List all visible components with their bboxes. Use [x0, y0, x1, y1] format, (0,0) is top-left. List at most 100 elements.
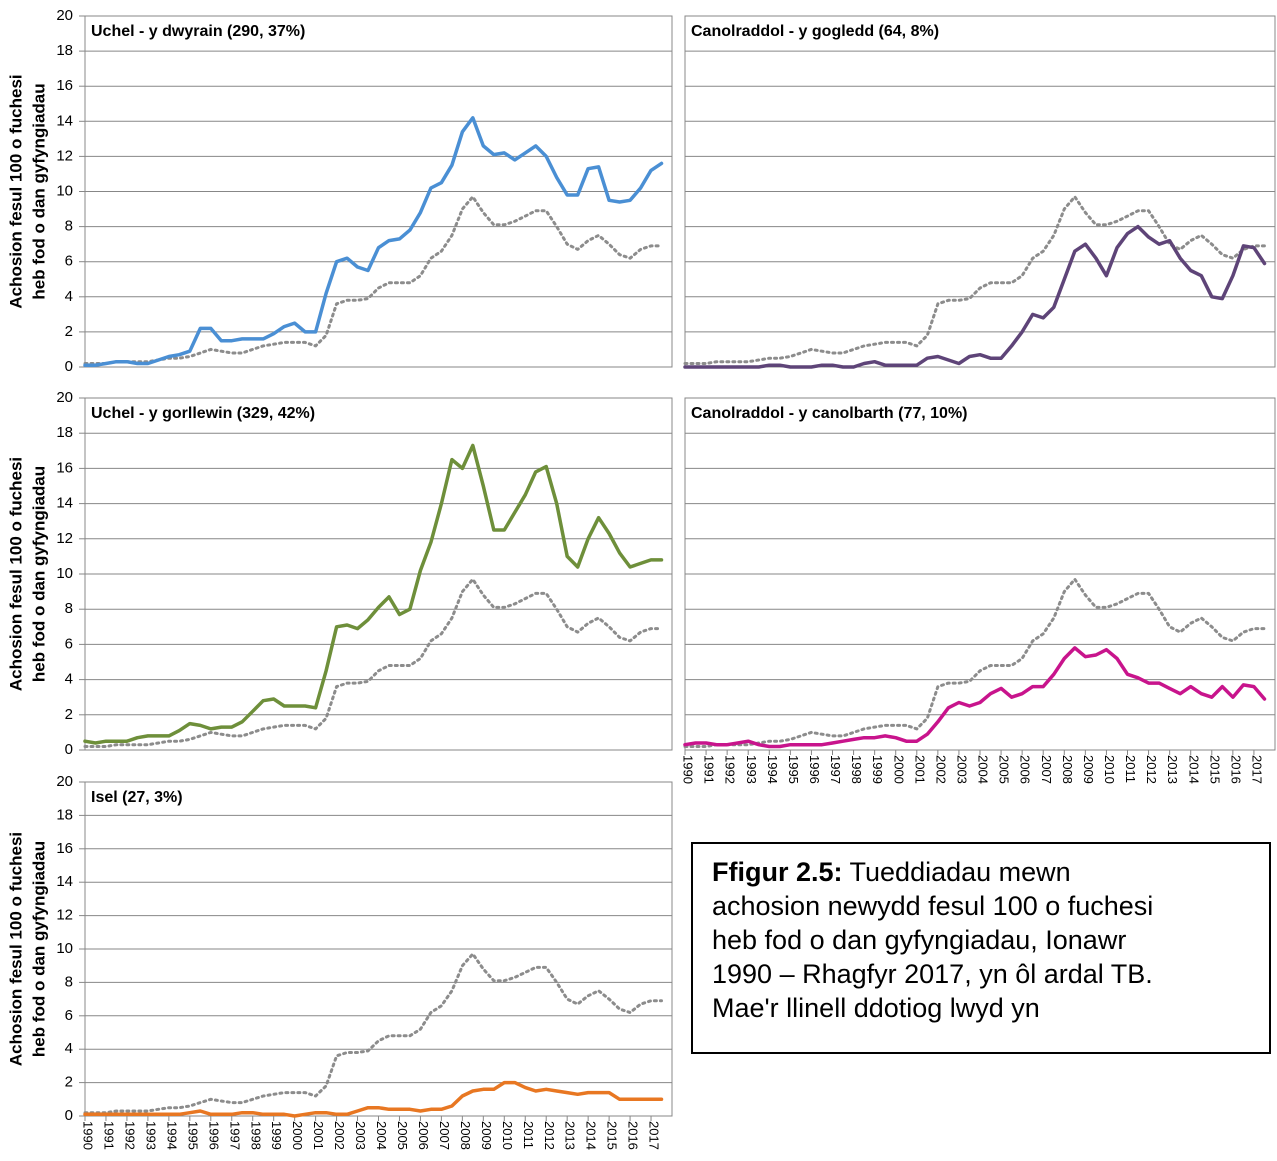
x-tick-label: 1996	[206, 1121, 221, 1150]
y-tick-label: 20	[56, 7, 73, 24]
x-tick-label: 2012	[1144, 755, 1159, 784]
x-tick-label: 2017	[1249, 755, 1264, 784]
y-tick-label: 6	[65, 253, 73, 270]
x-tick-label: 2006	[1018, 755, 1033, 784]
y-tick-label: 20	[56, 773, 73, 790]
data-line	[83, 1080, 664, 1118]
x-tick-label: 2008	[458, 1121, 473, 1150]
y-tick-label: 16	[56, 840, 73, 857]
x-tick-label: 2002	[332, 1121, 347, 1150]
title-bg	[686, 17, 945, 45]
x-tick-label: 2004	[374, 1121, 389, 1150]
y-tick-label: 0	[65, 1107, 73, 1124]
x-tick-label: 1999	[870, 755, 885, 784]
x-tick-label: 1993	[744, 755, 759, 784]
y-tick-label: 18	[56, 806, 73, 823]
y-tick-label: 0	[65, 741, 73, 758]
x-tick-label: 1993	[143, 1121, 158, 1150]
data-line	[83, 116, 664, 367]
y-tick-label: 8	[65, 973, 73, 990]
caption-line: Ffigur 2.5: Tueddiadau mewn	[712, 857, 1071, 887]
data-line	[83, 577, 663, 748]
data-line	[83, 443, 664, 745]
x-tick-label: 2016	[626, 1121, 641, 1150]
y-tick-label: 4	[65, 288, 73, 305]
y-axis-label: Achosion fesul 100 o fuchesi	[6, 74, 25, 308]
y-tick-label: 6	[65, 635, 73, 652]
x-tick-label: 2001	[311, 1121, 326, 1150]
title-bg	[686, 399, 973, 427]
x-tick-label: 1990	[681, 755, 696, 784]
y-axis-label: heb fod o dan gyfyngiadau	[29, 841, 48, 1057]
y-tick-label: 14	[56, 495, 73, 512]
x-tick-label: 2010	[500, 1121, 515, 1150]
x-tick-label: 2003	[954, 755, 969, 784]
x-tick-label: 2011	[1123, 755, 1138, 783]
x-tick-label: 2013	[563, 1121, 578, 1150]
x-tick-label: 2003	[353, 1121, 368, 1150]
x-tick-label: 1994	[765, 755, 780, 784]
title-bg	[86, 17, 311, 45]
panel-title: Uchel - y gorllewin (329, 42%)	[91, 405, 315, 422]
x-tick-label: 2008	[1060, 755, 1075, 784]
x-tick-label: 2004	[976, 755, 991, 784]
y-tick-label: 6	[65, 1007, 73, 1024]
x-tick-label: 1998	[248, 1121, 263, 1150]
data-line	[83, 952, 663, 1115]
x-tick-label: 1991	[102, 1121, 117, 1150]
y-tick-label: 0	[65, 358, 73, 375]
x-tick-label: 2002	[933, 755, 948, 784]
x-tick-label: 1992	[723, 755, 738, 784]
x-tick-label: 2006	[416, 1121, 431, 1150]
y-tick-label: 18	[56, 42, 73, 59]
x-tick-label: 2013	[1165, 755, 1180, 784]
x-tick-label: 2001	[912, 755, 927, 784]
panel-title: Isel (27, 3%)	[91, 789, 183, 806]
y-axis-label: heb fod o dan gyfyngiadau	[29, 466, 48, 682]
caption-line: achosion newydd fesul 100 o fuchesi	[712, 891, 1153, 921]
x-tick-label: 1991	[702, 755, 717, 784]
caption-line: Mae'r llinell ddotiog lwyd yn	[712, 993, 1040, 1023]
title-bg	[86, 399, 321, 427]
y-tick-label: 2	[65, 323, 73, 340]
y-tick-label: 2	[65, 1074, 73, 1091]
x-tick-label: 2017	[647, 1121, 662, 1150]
x-tick-label: 2000	[891, 755, 906, 784]
x-tick-label: 2010	[1102, 755, 1117, 784]
x-tick-label: 2007	[1039, 755, 1054, 784]
x-tick-label: 2014	[1186, 755, 1201, 784]
x-tick-label: 2009	[1081, 755, 1096, 784]
x-tick-label: 1998	[849, 755, 864, 784]
y-tick-label: 20	[56, 389, 73, 406]
y-axis-label: Achosion fesul 100 o fuchesi	[6, 457, 25, 691]
y-tick-label: 12	[56, 907, 73, 924]
x-tick-label: 2005	[395, 1121, 410, 1150]
y-tick-label: 8	[65, 600, 73, 617]
title-bg	[86, 783, 188, 811]
y-tick-label: 8	[65, 218, 73, 235]
x-tick-label: 2011	[521, 1121, 536, 1149]
y-tick-label: 4	[65, 1040, 73, 1057]
x-tick-label: 1996	[807, 755, 822, 784]
x-tick-label: 2007	[437, 1121, 452, 1150]
x-tick-label: 2016	[1228, 755, 1243, 784]
x-tick-label: 2012	[542, 1121, 557, 1150]
y-tick-label: 10	[56, 565, 73, 582]
caption-box	[691, 842, 1271, 1054]
x-tick-label: 2000	[290, 1121, 305, 1150]
data-line	[683, 646, 1267, 749]
panel-title: Canolraddol - y canolbarth (77, 10%)	[691, 405, 968, 422]
y-tick-label: 4	[65, 671, 73, 688]
x-tick-label: 1992	[122, 1121, 137, 1150]
y-tick-label: 14	[56, 873, 73, 890]
data-line	[683, 224, 1267, 369]
x-tick-label: 2005	[997, 755, 1012, 784]
y-tick-label: 10	[56, 182, 73, 199]
x-tick-label: 2015	[605, 1121, 620, 1150]
y-tick-label: 10	[56, 940, 73, 957]
y-axis-label: Achosion fesul 100 o fuchesi	[6, 832, 25, 1066]
x-tick-label: 1999	[269, 1121, 284, 1150]
x-tick-label: 1997	[227, 1121, 242, 1150]
x-tick-label: 2014	[584, 1121, 599, 1150]
y-tick-label: 16	[56, 459, 73, 476]
